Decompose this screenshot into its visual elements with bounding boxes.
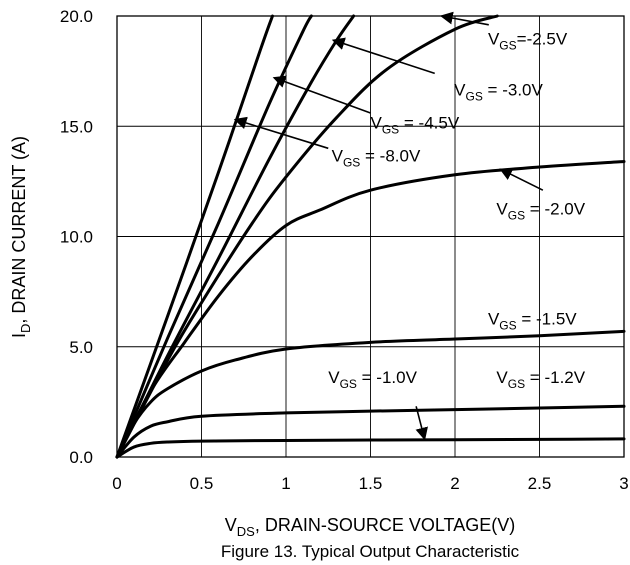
annotation-arrow — [499, 168, 544, 191]
annotation-label: VGS = -1.2V — [496, 368, 585, 391]
annotation-arrow — [415, 406, 428, 441]
annotation-rest: = -2.0V — [525, 199, 586, 218]
y-axis-label: ID, DRAIN CURRENT (A) — [9, 136, 33, 338]
annotation-label: VGS = -2.0V — [496, 199, 585, 222]
x-tick-label: 2 — [450, 474, 459, 493]
x-axis-label-sub: DS — [237, 524, 255, 539]
grid — [117, 16, 624, 457]
annotation-main: V — [371, 113, 383, 132]
x-axis-label-rest: , DRAIN-SOURCE VOLTAGE(V) — [255, 515, 515, 535]
annotation-rest: = -3.0V — [483, 80, 544, 99]
annotation-label: VGS = -1.5V — [488, 310, 577, 333]
series-line-1 — [115, 404, 626, 459]
series-line-4 — [115, 14, 499, 459]
y-tick-labels: 0.0 5.0 10.0 15.0 20.0 — [60, 7, 93, 467]
y-tick-label: 20.0 — [60, 7, 93, 26]
annotation-label: VGS = -1.0V — [328, 368, 417, 391]
annotation-rest: = -4.5V — [399, 113, 460, 132]
annotation-main: V — [488, 310, 500, 329]
x-tick-labels: 0 0.5 1 1.5 2 2.5 3 — [112, 474, 628, 493]
series-line-2 — [115, 329, 626, 459]
annotation-arrow — [233, 116, 329, 150]
x-tick-label: 2.5 — [528, 474, 552, 493]
x-tick-label: 1.5 — [359, 474, 383, 493]
annotation-main: V — [496, 199, 508, 218]
annotation-arrow — [272, 75, 371, 114]
annotation-sub: GS — [508, 208, 525, 222]
annotation-label: VGS = -4.5V — [371, 113, 460, 136]
annotation-rest: = -1.0V — [357, 368, 418, 387]
y-tick-label: 5.0 — [69, 338, 93, 357]
x-tick-label: 0.5 — [190, 474, 214, 493]
annotation-sub: GS — [508, 377, 525, 391]
annotation-rest: =-2.5V — [517, 30, 568, 49]
annotation-main: V — [488, 30, 500, 49]
annotation-sub: GS — [343, 156, 360, 170]
annotation-main: V — [496, 368, 508, 387]
series-line-0 — [115, 437, 626, 459]
series-line-3 — [115, 160, 626, 459]
annotation-label: VGS = -8.0V — [332, 147, 421, 170]
annotation-main: V — [454, 80, 466, 99]
annotation-label: VGS = -3.0V — [454, 80, 543, 103]
annotation-main: V — [332, 147, 344, 166]
y-tick-label: 15.0 — [60, 117, 93, 136]
x-axis-label-main: V — [225, 515, 237, 535]
annotation-rest: = -8.0V — [360, 147, 421, 166]
annotation-main: V — [328, 368, 340, 387]
annotation-label: VGS=-2.5V — [488, 30, 568, 53]
annotation-arrow — [331, 37, 435, 75]
series-line-6 — [115, 14, 313, 459]
x-tick-label: 1 — [281, 474, 290, 493]
annotation-sub: GS — [499, 39, 516, 53]
annotation-rest: = -1.2V — [525, 368, 586, 387]
y-axis-label-rest: , DRAIN CURRENT (A) — [9, 136, 29, 324]
annotation-arrow — [439, 11, 489, 26]
annotation-rest: = -1.5V — [517, 310, 578, 329]
plot-frame — [116, 15, 625, 458]
y-tick-label: 10.0 — [60, 228, 93, 247]
y-axis-label-main: I — [9, 333, 29, 338]
annotation-sub: GS — [499, 319, 516, 333]
annotation-sub: GS — [340, 377, 357, 391]
x-axis-label: VDS, DRAIN-SOURCE VOLTAGE(V) — [225, 515, 515, 539]
x-tick-label: 3 — [619, 474, 628, 493]
figure-caption: Figure 13. Typical Output Characteristic — [221, 542, 520, 561]
x-tick-label: 0 — [112, 474, 121, 493]
y-axis-label-sub: D — [18, 324, 33, 333]
series-line-7 — [115, 14, 274, 459]
annotation-sub: GS — [465, 89, 482, 103]
annotation-sub: GS — [382, 122, 399, 136]
y-tick-label: 0.0 — [69, 448, 93, 467]
